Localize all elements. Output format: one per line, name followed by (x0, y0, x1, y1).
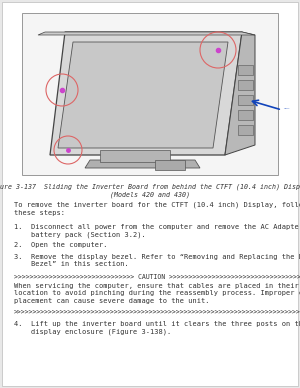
Text: >>>>>>>>>>>>>>>>>>>>>>>>>>>>>>>>>>>>>>>>>>>>>>>>>>>>>>>>>>>>>>>>>>>>>>>>>>>>: >>>>>>>>>>>>>>>>>>>>>>>>>>>>>>>>>>>>>>>>… (14, 309, 300, 315)
Text: 4.  Lift up the inverter board until it clears the three posts on the: 4. Lift up the inverter board until it c… (14, 321, 300, 327)
Text: When servicing the computer, ensure that cables are placed in their proper: When servicing the computer, ensure that… (14, 283, 300, 289)
Text: Bezel” in this section.: Bezel” in this section. (14, 262, 129, 267)
Bar (238, 65, 253, 75)
Text: >>>>>>>>>>>>>>>>>>>>>>>>>>>>>>> CAUTION >>>>>>>>>>>>>>>>>>>>>>>>>>>>>>>>>>>: >>>>>>>>>>>>>>>>>>>>>>>>>>>>>>> CAUTION … (14, 274, 300, 280)
Bar (238, 110, 253, 120)
Polygon shape (85, 160, 200, 168)
Text: To remove the inverter board for the CTFT (10.4 inch) Display, follow: To remove the inverter board for the CTF… (14, 202, 300, 208)
Text: 3.  Remove the display bezel. Refer to “Removing and Replacing the Display: 3. Remove the display bezel. Refer to “R… (14, 254, 300, 260)
Text: (Models 420 and 430): (Models 420 and 430) (110, 191, 190, 197)
Text: these steps:: these steps: (14, 210, 65, 215)
Text: ___: ___ (283, 105, 290, 109)
Text: battery pack (Section 3.2).: battery pack (Section 3.2). (14, 232, 146, 238)
Polygon shape (58, 42, 228, 148)
Polygon shape (50, 32, 242, 155)
Bar (238, 125, 253, 135)
Bar (155, 160, 185, 170)
Text: display enclosure (Figure 3-138).: display enclosure (Figure 3-138). (14, 329, 171, 335)
Bar (238, 95, 253, 105)
Bar (238, 80, 253, 90)
Text: location to avoid pinching during the reassembly process. Improper cable: location to avoid pinching during the re… (14, 291, 300, 296)
Polygon shape (225, 32, 255, 155)
Text: 1.  Disconnect all power from the computer and remove the AC Adapter and: 1. Disconnect all power from the compute… (14, 224, 300, 230)
Text: placement can cause severe damage to the unit.: placement can cause severe damage to the… (14, 298, 209, 304)
Bar (100, 150, 170, 162)
Text: 2.  Open the computer.: 2. Open the computer. (14, 242, 107, 248)
Text: Figure 3-137  Sliding the Inverter Board from behind the CTFT (10.4 inch) Displa: Figure 3-137 Sliding the Inverter Board … (0, 183, 300, 190)
Polygon shape (38, 32, 255, 35)
Bar (22, 13, 278, 175)
